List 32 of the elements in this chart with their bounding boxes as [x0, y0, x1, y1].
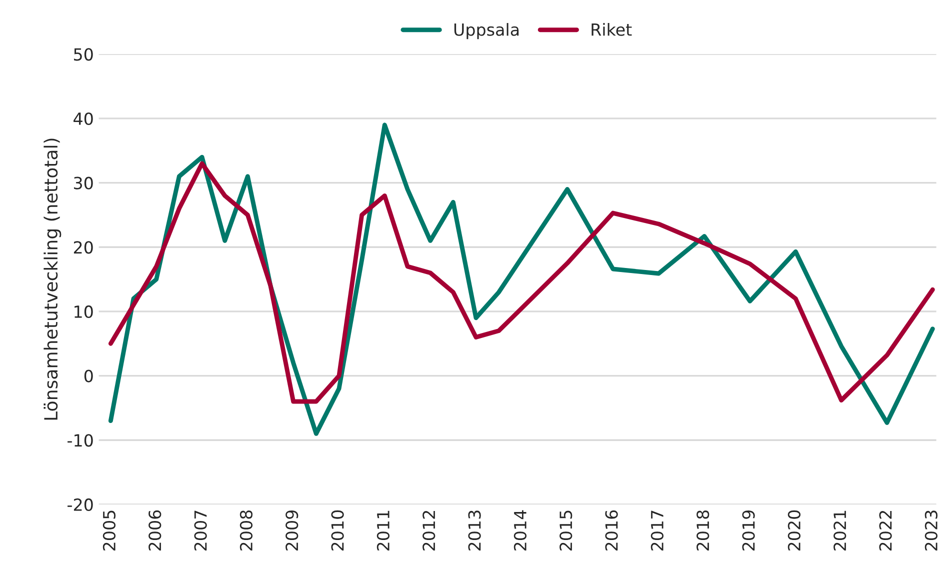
- x-tick-label: 2015: [560, 510, 572, 551]
- y-tick-label: 40: [74, 112, 93, 126]
- x-tick-label: 2012: [422, 510, 436, 551]
- x-tick-label: 2020: [788, 510, 800, 551]
- x-tick-label: 2019: [742, 510, 755, 551]
- y-axis-title: Lönsamhetutveckling (nettotal): [44, 138, 62, 420]
- y-tick-label: -20: [68, 498, 93, 512]
- x-tick-label: 2008: [240, 510, 253, 551]
- legend-label: Uppsala: [454, 23, 519, 40]
- y-tick-label: 0: [84, 370, 93, 382]
- line-series: [108, 161, 935, 404]
- x-tick-label: 2006: [148, 510, 162, 551]
- legend-label: Riket: [592, 23, 632, 36]
- y-tick-label: 10: [74, 305, 93, 318]
- y-tick-label: 30: [74, 176, 93, 190]
- y-tick-label: 50: [74, 48, 93, 61]
- x-tick-label: 2014: [514, 510, 526, 551]
- x-tick-label: 2023: [924, 510, 938, 551]
- x-tick-label: 2021: [834, 510, 846, 551]
- x-tick-label: 2022: [879, 510, 892, 551]
- y-tick-label: -10: [68, 434, 93, 447]
- x-tick-label: 2018: [696, 510, 710, 551]
- x-tick-label: 2016: [605, 510, 618, 551]
- line-series: [108, 122, 935, 436]
- x-tick-label: 2011: [376, 510, 390, 551]
- x-tick-label: 2010: [331, 510, 344, 551]
- x-tick-label: 2013: [468, 510, 481, 551]
- y-tick-label: 20: [74, 241, 93, 254]
- x-tick-label: 2005: [102, 510, 116, 551]
- x-tick-label: 2009: [286, 510, 298, 551]
- x-tick-label: 2007: [194, 510, 207, 551]
- x-tick-label: 2017: [650, 510, 664, 551]
